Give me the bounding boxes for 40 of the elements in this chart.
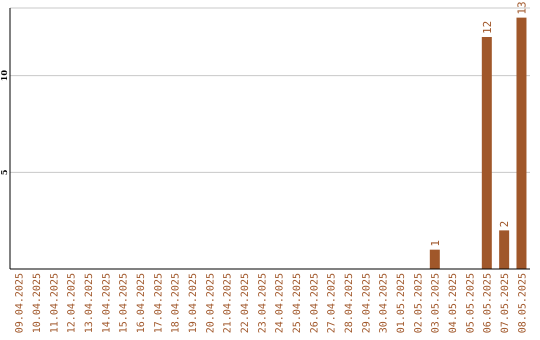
x-tick-label: 21.04.2025 <box>222 273 234 334</box>
x-tick-label: 14.04.2025 <box>101 273 112 334</box>
bar <box>430 250 440 269</box>
x-tick-label: 07.05.2025 <box>500 273 511 334</box>
x-tick-label: 10.04.2025 <box>32 273 43 334</box>
data-label: 2 <box>498 220 512 228</box>
x-tick-label: 26.04.2025 <box>309 273 320 334</box>
x-tick-label: 28.04.2025 <box>344 273 355 334</box>
x-tick-label: 24.04.2025 <box>274 273 286 334</box>
x-tick-label: 23.04.2025 <box>257 273 268 334</box>
bar <box>516 18 526 269</box>
x-tick-label: 04.05.2025 <box>448 273 459 334</box>
x-tick-label: 17.04.2025 <box>153 273 164 334</box>
data-label: 1 <box>428 240 442 247</box>
data-label: 12 <box>480 20 494 34</box>
x-tick-label: 13.04.2025 <box>84 273 95 334</box>
x-tick-label: 15.04.2025 <box>118 273 130 334</box>
x-tick-label: 02.05.2025 <box>413 273 424 334</box>
x-tick-label: 03.05.2025 <box>430 273 442 334</box>
y-tick-label: 5 <box>0 170 9 176</box>
x-tick-label: 18.04.2025 <box>170 273 182 334</box>
bar <box>482 37 492 269</box>
x-tick-label: 12.04.2025 <box>66 273 78 334</box>
x-tick-label: 08.05.2025 <box>517 273 528 334</box>
bar <box>499 230 510 269</box>
y-tick-label: 10 <box>0 70 9 82</box>
x-tick-label: 01.05.2025 <box>396 273 407 334</box>
data-label: 13 <box>515 1 528 15</box>
x-tick-label: 20.04.2025 <box>205 273 216 334</box>
x-tick-label: 16.04.2025 <box>136 273 147 334</box>
x-tick-label: 29.04.2025 <box>361 273 372 334</box>
x-tick-label: 05.05.2025 <box>465 273 476 334</box>
x-tick-label: 22.04.2025 <box>240 273 251 334</box>
x-tick-label: 25.04.2025 <box>292 273 303 334</box>
x-tick-label: 30.04.2025 <box>378 273 390 334</box>
x-tick-label: 19.04.2025 <box>188 273 199 334</box>
x-tick-label: 06.05.2025 <box>482 273 494 334</box>
x-tick-label: 09.04.2025 <box>14 273 26 334</box>
x-tick-label: 11.04.2025 <box>49 273 60 334</box>
x-tick-label: 27.04.2025 <box>326 273 338 334</box>
